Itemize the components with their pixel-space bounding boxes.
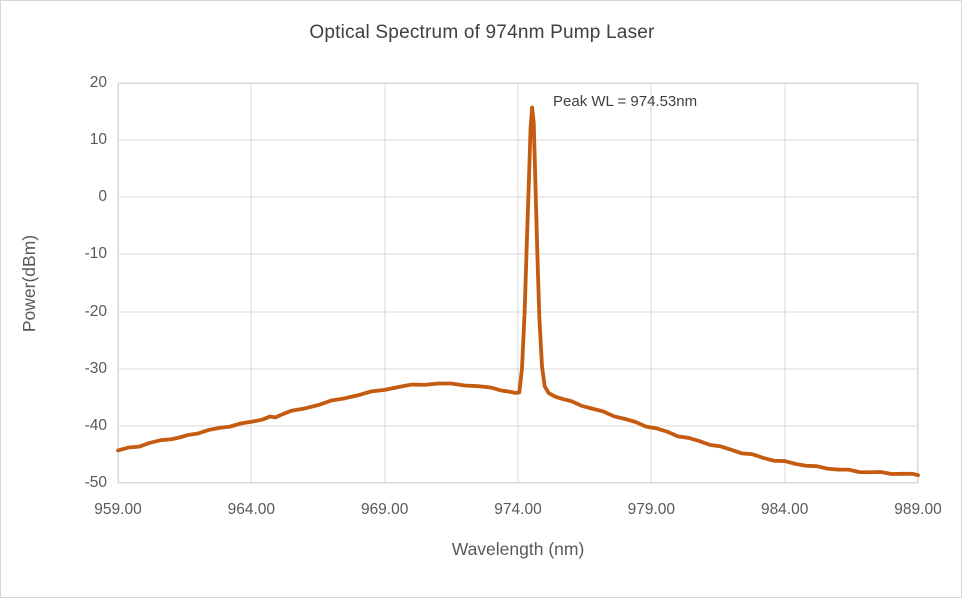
x-tick-label: 959.00 [94, 501, 142, 518]
x-axis-title: Wavelength (nm) [451, 539, 585, 559]
chart-title: Optical Spectrum of 974nm Pump Laser [309, 22, 655, 43]
x-tick-label: 979.00 [627, 501, 676, 518]
x-tick-label: 969.00 [360, 501, 409, 518]
series-pump-laser-spectrum [116, 105, 920, 478]
y-tick-label: 10 [89, 131, 107, 149]
x-tick-label: 974.00 [494, 501, 542, 518]
y-tick-label: 20 [89, 74, 107, 91]
spectrum-line-chart [116, 82, 920, 484]
x-tick-label: 964.00 [227, 501, 276, 518]
y-tick-label: 0 [98, 188, 107, 206]
y-tick-label: -30 [84, 359, 107, 377]
peak-annotation: Peak WL = 974.53nm [553, 93, 698, 110]
x-tick-label: 984.00 [760, 501, 809, 518]
x-tick-label: 989.00 [894, 501, 942, 518]
y-tick-label: -40 [84, 416, 107, 434]
y-tick-label: -20 [84, 302, 107, 320]
y-tick-label: -50 [84, 474, 107, 491]
y-tick-label: -10 [84, 245, 107, 263]
plot-border [118, 83, 918, 483]
plot-area: Peak WL = 974.53nm 20 10 0 -10 -20 -30 -40 -50 … [85, 74, 942, 559]
y-axis-title: Power(dBm) [19, 234, 40, 332]
y-axis-title-wrap: Power(dBm) [13, 83, 47, 483]
